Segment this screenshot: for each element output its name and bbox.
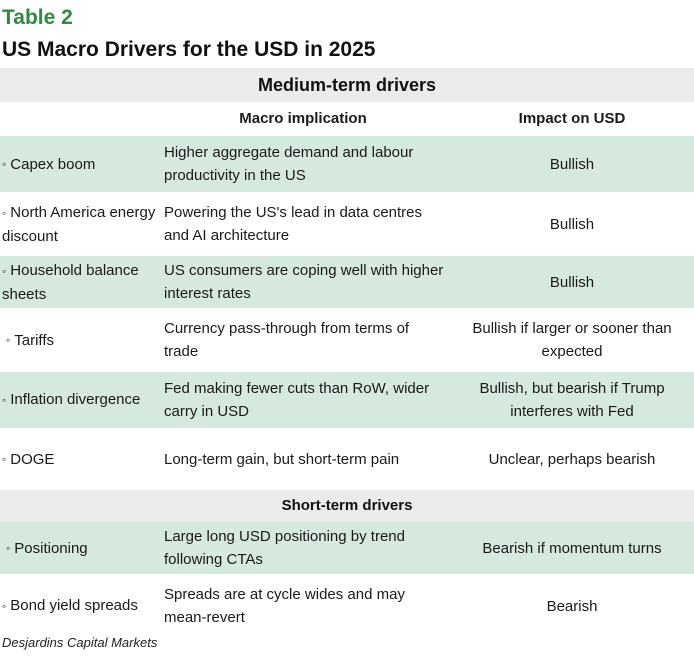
table-row: ◦ North America energy discount Powering …	[0, 196, 694, 252]
driver-cell: ◦ North America energy discount	[0, 196, 160, 252]
section-header-short: Short-term drivers	[0, 490, 694, 522]
table-row: ◦ Inflation divergence Fed making fewer c…	[0, 372, 694, 428]
bullet-icon: ◦	[6, 332, 11, 347]
implication-cell: Fed making fewer cuts than RoW, wider ca…	[164, 380, 430, 420]
implication-cell: Higher aggregate demand and labour produ…	[164, 144, 414, 184]
driver-label: North America energy discount	[2, 203, 156, 245]
table-row: ◦ Positioning Large long USD positioning …	[0, 522, 694, 574]
table-row: ◦ Bond yield spreads Spreads are at cycle…	[0, 578, 694, 634]
driver-label: Positioning	[14, 539, 88, 557]
section-header-medium: Medium-term drivers	[0, 68, 694, 102]
driver-cell: ◦ Household balance sheets	[0, 256, 160, 308]
impact-cell: Bearish	[546, 597, 598, 615]
implication-cell: Currency pass-through from terms of trad…	[164, 320, 410, 360]
column-header-impact: Impact on USD	[518, 110, 626, 127]
impact-cell: Bullish if larger or sooner than expecte…	[472, 320, 672, 360]
bullet-icon: ◦	[2, 393, 7, 407]
driver-cell: ◦ Positioning	[0, 522, 160, 574]
implication-cell: Large long USD positioning by trend foll…	[164, 528, 405, 568]
driver-cell: ◦ Inflation divergence	[0, 372, 160, 428]
implication-cell: US consumers are coping well with higher…	[164, 262, 444, 302]
implication-cell: Spreads are at cycle wides and may mean-…	[164, 586, 405, 626]
driver-cell: ◦ Tariffs	[0, 312, 160, 368]
driver-cell: ◦ Bond yield spreads	[0, 578, 160, 634]
table-row: ◦ Tariffs Currency pass-through from term…	[0, 312, 694, 368]
source-note: Desjardins Capital Markets	[2, 635, 158, 650]
impact-cell: Bullish	[549, 273, 595, 291]
drivers-table: Medium-term drivers Macro implication Im…	[0, 68, 694, 634]
driver-label: Capex boom	[10, 155, 96, 173]
impact-cell: Bullish	[549, 155, 595, 173]
driver-label: DOGE	[10, 450, 55, 468]
driver-label: Bond yield spreads	[10, 597, 138, 614]
table-row: ◦ Household balance sheets US consumers a…	[0, 256, 694, 308]
bullet-icon: ◦	[6, 540, 11, 555]
impact-cell: Bullish	[549, 215, 595, 233]
bullet-icon: ◦	[2, 263, 7, 278]
driver-cell: ◦ Capex boom	[0, 136, 160, 192]
driver-label: Inflation divergence	[10, 391, 141, 408]
table-row: ◦ Capex boom Higher aggregate demand and …	[0, 136, 694, 192]
bullet-icon: ◦	[2, 205, 7, 220]
column-header-implication: Macro implication	[239, 110, 367, 127]
bullet-icon: ◦	[2, 599, 7, 613]
implication-cell: Powering the US's lead in data centres a…	[164, 204, 423, 244]
impact-cell: Bearish if momentum turns	[482, 539, 662, 557]
table-label: Table 2	[2, 6, 73, 29]
page-title: US Macro Drivers for the USD in 2025	[2, 38, 376, 61]
impact-cell: Bullish, but bearish if Trump interferes…	[479, 380, 665, 420]
bullet-icon: ◦	[2, 451, 7, 466]
driver-label: Household balance sheets	[2, 261, 139, 303]
driver-cell: ◦ DOGE	[0, 432, 160, 486]
table-row: ◦ DOGE Long-term gain, but short-term pai…	[0, 432, 694, 486]
bullet-icon: ◦	[2, 156, 7, 171]
impact-cell: Unclear, perhaps bearish	[488, 450, 656, 468]
column-headers: Macro implication Impact on USD	[0, 102, 694, 136]
driver-label: Tariffs	[14, 331, 54, 349]
implication-cell: Long-term gain, but short-term pain	[164, 450, 400, 468]
